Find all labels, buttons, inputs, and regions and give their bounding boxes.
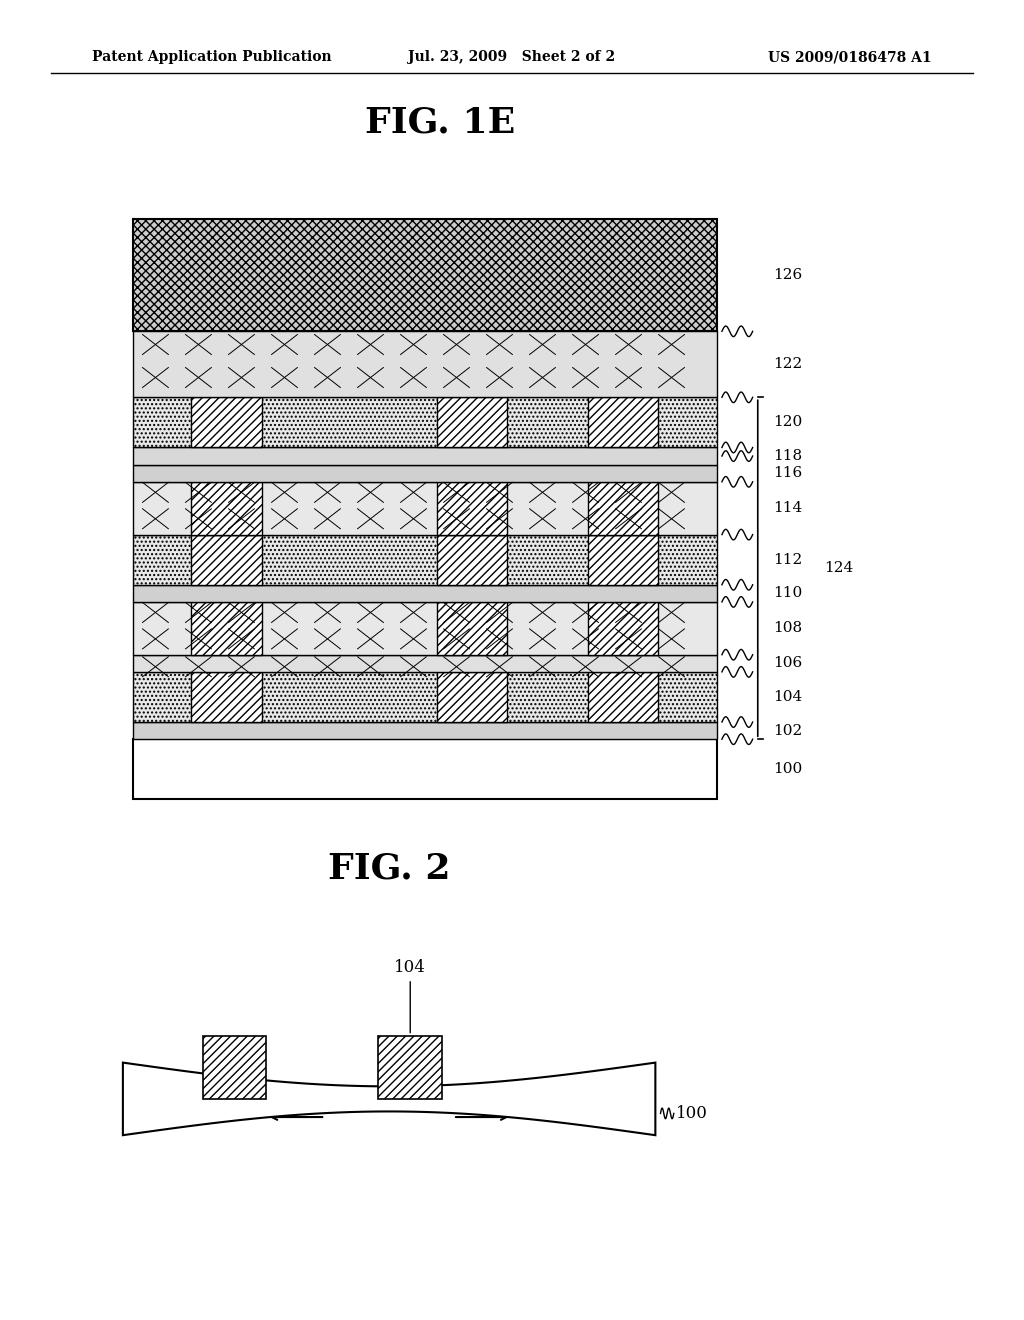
- Bar: [589, 482, 658, 535]
- Text: 104: 104: [394, 960, 426, 1032]
- Text: 104: 104: [773, 690, 803, 704]
- Bar: [191, 397, 261, 447]
- Bar: [436, 672, 507, 722]
- Bar: [589, 672, 658, 722]
- Text: FIG. 1E: FIG. 1E: [366, 106, 515, 140]
- Text: Jul. 23, 2009   Sheet 2 of 2: Jul. 23, 2009 Sheet 2 of 2: [409, 50, 615, 65]
- Bar: [191, 482, 261, 535]
- Bar: [203, 1035, 266, 1098]
- Text: 126: 126: [773, 268, 803, 282]
- PathPatch shape: [123, 1063, 655, 1135]
- Text: 106: 106: [773, 656, 803, 671]
- Bar: [133, 331, 717, 397]
- Text: 120: 120: [773, 416, 803, 429]
- Text: 116: 116: [773, 466, 803, 480]
- Bar: [436, 602, 507, 655]
- Bar: [133, 739, 717, 799]
- Bar: [133, 219, 717, 331]
- Bar: [133, 397, 717, 447]
- Text: 102: 102: [773, 723, 803, 738]
- Text: 124: 124: [824, 561, 854, 576]
- Text: 112: 112: [773, 553, 803, 566]
- Bar: [133, 602, 717, 655]
- Bar: [133, 447, 717, 465]
- Bar: [191, 672, 261, 722]
- Bar: [133, 535, 717, 585]
- Bar: [133, 672, 717, 722]
- Bar: [191, 602, 261, 655]
- Bar: [436, 535, 507, 585]
- Bar: [436, 397, 507, 447]
- Text: 100: 100: [676, 1105, 708, 1122]
- Text: US 2009/0186478 A1: US 2009/0186478 A1: [768, 50, 932, 65]
- Bar: [191, 535, 261, 585]
- Text: 114: 114: [773, 502, 803, 515]
- Bar: [133, 722, 717, 739]
- Bar: [589, 535, 658, 585]
- Bar: [379, 1035, 442, 1098]
- Text: 122: 122: [773, 358, 803, 371]
- Text: 118: 118: [773, 449, 802, 463]
- Bar: [133, 585, 717, 602]
- Bar: [133, 655, 717, 672]
- Text: Patent Application Publication: Patent Application Publication: [92, 50, 332, 65]
- Text: 110: 110: [773, 586, 803, 601]
- Bar: [589, 602, 658, 655]
- Text: 108: 108: [773, 622, 802, 635]
- Bar: [436, 482, 507, 535]
- Text: FIG. 2: FIG. 2: [328, 851, 451, 886]
- Bar: [589, 397, 658, 447]
- Bar: [133, 482, 717, 535]
- Bar: [133, 465, 717, 482]
- Text: 100: 100: [773, 762, 803, 776]
